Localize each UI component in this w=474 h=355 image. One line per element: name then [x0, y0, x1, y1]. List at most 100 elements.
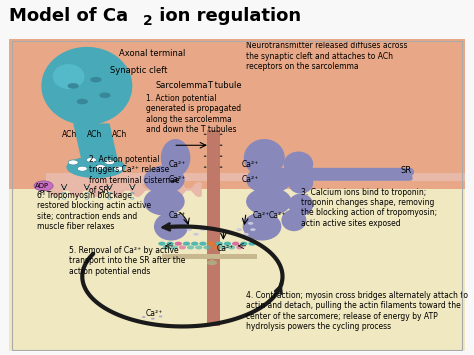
Ellipse shape [85, 192, 89, 194]
Text: Sarcolemma: Sarcolemma [155, 81, 208, 91]
Ellipse shape [204, 155, 207, 157]
Ellipse shape [77, 166, 87, 171]
Ellipse shape [144, 165, 185, 194]
Ellipse shape [191, 242, 198, 246]
Ellipse shape [77, 99, 88, 104]
Text: 4. Contraction; myosin cross bridges alternately attach to
actin and detach, pul: 4. Contraction; myosin cross bridges alt… [246, 291, 468, 331]
Text: 6. Tropomyosin blockage
restored blocking actin active
site; contraction ends an: 6. Tropomyosin blockage restored blockin… [37, 191, 151, 231]
Ellipse shape [171, 245, 178, 250]
Ellipse shape [41, 47, 132, 125]
Text: Ca²⁺: Ca²⁺ [169, 175, 186, 184]
Ellipse shape [246, 187, 292, 215]
Ellipse shape [220, 245, 227, 250]
Text: Ca²⁺: Ca²⁺ [242, 175, 259, 184]
Ellipse shape [174, 242, 182, 246]
Text: 2. Action potential
triggers Ca²⁺ release
from terminal cisternae
of SR: 2. Action potential triggers Ca²⁺ releas… [89, 155, 180, 195]
Ellipse shape [131, 192, 134, 194]
Ellipse shape [193, 233, 199, 236]
Ellipse shape [186, 228, 192, 231]
Ellipse shape [105, 160, 115, 165]
Ellipse shape [34, 181, 53, 191]
Ellipse shape [68, 160, 78, 165]
Ellipse shape [163, 245, 170, 250]
Text: ACh: ACh [112, 130, 127, 139]
Ellipse shape [283, 152, 313, 176]
Text: 3. Calcium ions bind to troponin;
troponin changes shape, removing
the blocking : 3. Calcium ions bind to troponin; tropon… [301, 188, 437, 228]
Ellipse shape [46, 172, 146, 191]
Ellipse shape [220, 155, 222, 157]
Text: ADP: ADP [35, 183, 49, 189]
Ellipse shape [211, 245, 219, 250]
Ellipse shape [151, 318, 155, 320]
Polygon shape [73, 124, 118, 170]
Text: Ca²⁺: Ca²⁺ [253, 211, 270, 220]
Ellipse shape [63, 192, 66, 194]
Text: Synaptic cleft: Synaptic cleft [109, 66, 167, 75]
Ellipse shape [114, 166, 124, 171]
Bar [9, 189, 465, 351]
Ellipse shape [108, 192, 111, 194]
Text: Ca²⁺: Ca²⁺ [169, 211, 186, 220]
Ellipse shape [100, 92, 111, 98]
Ellipse shape [183, 242, 190, 246]
Ellipse shape [95, 165, 106, 170]
Ellipse shape [199, 242, 207, 246]
Ellipse shape [241, 219, 246, 222]
Ellipse shape [63, 187, 66, 188]
Text: Axonal terminal: Axonal terminal [118, 49, 185, 58]
Ellipse shape [63, 198, 66, 199]
Ellipse shape [154, 212, 188, 241]
Ellipse shape [200, 228, 206, 231]
Text: Ca²⁺: Ca²⁺ [269, 211, 286, 220]
Ellipse shape [179, 245, 186, 250]
Ellipse shape [195, 245, 202, 250]
Text: ACh: ACh [87, 130, 102, 139]
Ellipse shape [246, 165, 292, 194]
Text: SR: SR [401, 166, 412, 175]
Ellipse shape [220, 133, 222, 135]
Ellipse shape [243, 212, 282, 241]
Ellipse shape [232, 242, 239, 246]
Ellipse shape [159, 316, 163, 317]
Ellipse shape [216, 242, 223, 246]
Text: Ca²⁺: Ca²⁺ [146, 310, 163, 318]
Text: Ca²⁺: Ca²⁺ [217, 244, 234, 253]
Ellipse shape [288, 172, 313, 194]
Ellipse shape [236, 245, 243, 250]
Ellipse shape [224, 242, 231, 246]
Text: Ca²⁺: Ca²⁺ [242, 159, 259, 169]
Text: 1. Action potential
generated is propagated
along the sarcolemma
and down the T : 1. Action potential generated is propaga… [146, 94, 241, 134]
Text: Neurotransmitter released diffuses across
the synaptic cleft and attaches to ACh: Neurotransmitter released diffuses acros… [246, 41, 408, 71]
Ellipse shape [288, 194, 313, 215]
Bar [208, 130, 220, 178]
Bar [208, 178, 220, 327]
Ellipse shape [208, 242, 215, 246]
Ellipse shape [86, 158, 96, 163]
Ellipse shape [204, 166, 207, 168]
Ellipse shape [207, 260, 217, 265]
Text: Ca²⁺: Ca²⁺ [169, 159, 186, 169]
Ellipse shape [203, 245, 210, 250]
Ellipse shape [248, 222, 254, 225]
Text: 2: 2 [143, 13, 153, 28]
Ellipse shape [187, 245, 194, 250]
Ellipse shape [244, 139, 285, 176]
Ellipse shape [131, 198, 134, 199]
Ellipse shape [228, 245, 235, 250]
Ellipse shape [220, 166, 222, 168]
Ellipse shape [131, 187, 134, 188]
Ellipse shape [142, 316, 146, 318]
Ellipse shape [108, 187, 111, 188]
Ellipse shape [161, 139, 191, 176]
Ellipse shape [108, 198, 111, 199]
Ellipse shape [240, 242, 247, 246]
Ellipse shape [53, 64, 84, 89]
Ellipse shape [250, 228, 255, 231]
Ellipse shape [67, 83, 79, 89]
Ellipse shape [158, 242, 165, 246]
Ellipse shape [85, 187, 89, 188]
Ellipse shape [204, 133, 207, 135]
Text: Model of Ca: Model of Ca [9, 7, 128, 25]
Text: T tubule: T tubule [208, 81, 242, 91]
Ellipse shape [237, 228, 242, 231]
